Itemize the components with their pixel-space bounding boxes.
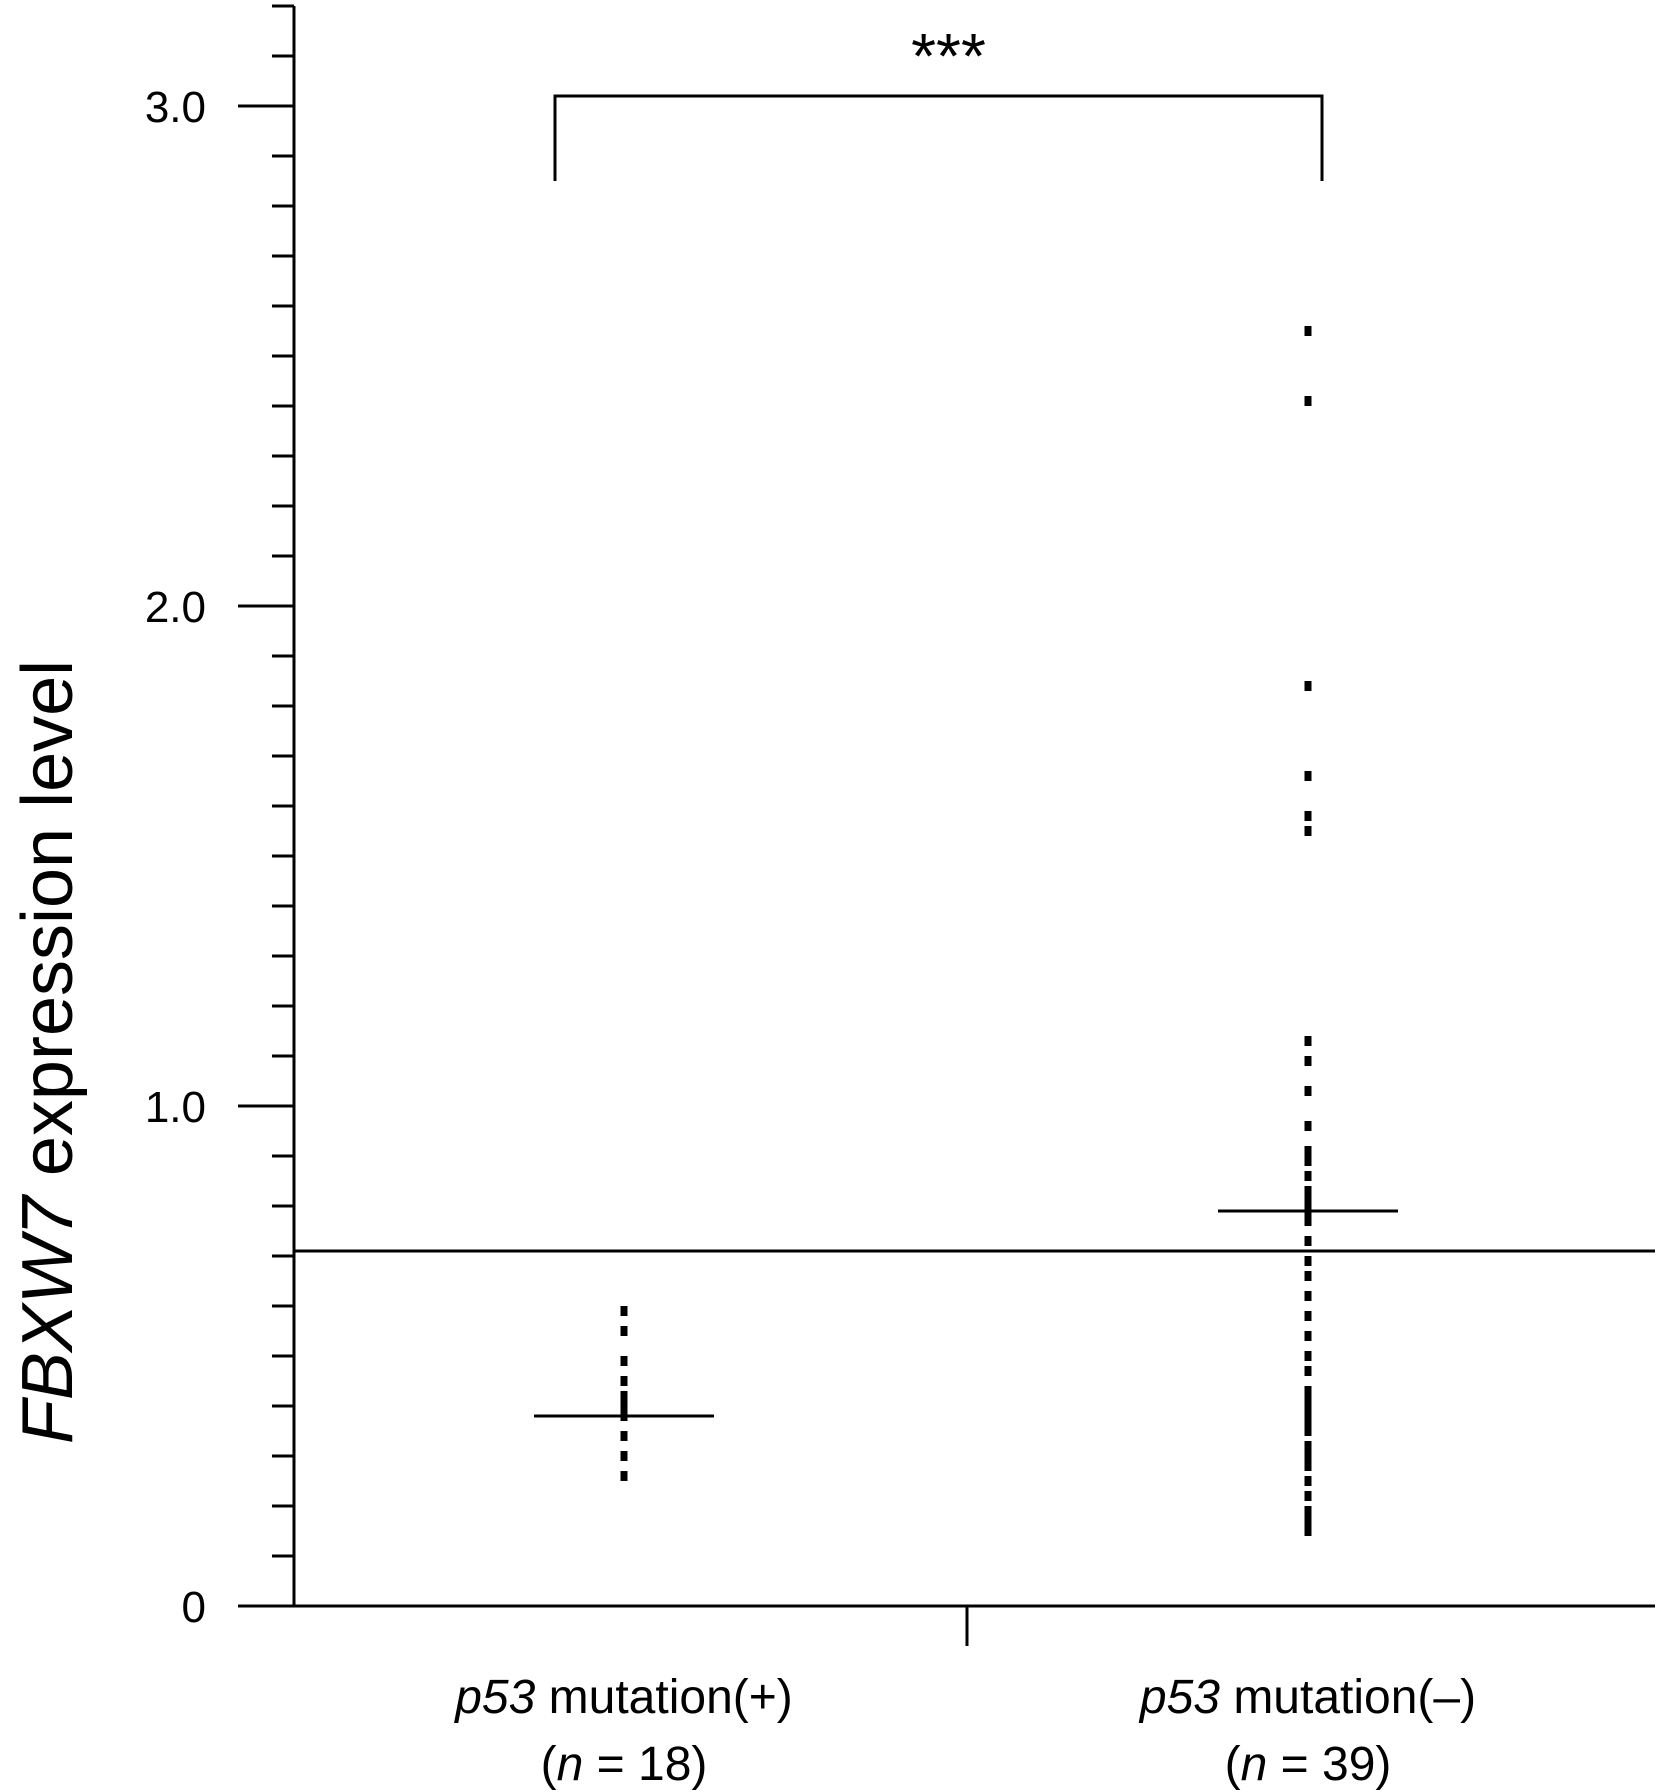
category-n-text: = 39) — [1267, 1738, 1391, 1791]
data-point — [1304, 1526, 1312, 1536]
data-point — [1304, 1236, 1312, 1246]
data-point — [1304, 1271, 1312, 1281]
data-point — [1304, 826, 1312, 836]
category-n-prefix: ( — [541, 1738, 557, 1791]
data-point — [620, 1391, 628, 1401]
data-point — [620, 1326, 628, 1336]
data-point — [1304, 1036, 1312, 1046]
y-axis-ticks: 0 1.0 2.0 3.0 — [145, 4, 294, 1632]
category-label-text: mutation(+) — [535, 1671, 792, 1724]
data-point — [1304, 1121, 1312, 1131]
category-n-italic: n — [1241, 1738, 1268, 1791]
y-axis-label: FBXW7 expression level — [8, 660, 88, 1444]
data-points — [620, 326, 1312, 1536]
data-point — [1304, 1366, 1312, 1376]
data-point — [1304, 326, 1312, 336]
y-tick-label: 2.0 — [145, 583, 206, 632]
significance-bracket-line — [553, 94, 1324, 181]
category-label-italic: p53 — [1138, 1671, 1220, 1724]
y-tick-label: 3.0 — [145, 83, 206, 132]
data-point — [620, 1431, 628, 1441]
data-point — [1304, 1476, 1312, 1486]
data-point — [620, 1451, 628, 1461]
data-point — [620, 1376, 628, 1386]
data-point — [1304, 1156, 1312, 1166]
data-point — [1304, 1516, 1312, 1526]
data-point — [1304, 1451, 1312, 1461]
data-point — [1304, 1196, 1312, 1206]
x-axis-categories: p53 mutation(+)(n = 18)p53 mutation(–)(n… — [453, 1671, 1476, 1791]
data-point — [1304, 1331, 1312, 1341]
data-point — [1304, 1256, 1312, 1266]
y-tick-label: 0 — [182, 1583, 206, 1632]
category-n-label: (n = 39) — [1225, 1738, 1392, 1791]
data-point — [1304, 811, 1312, 821]
y-tick-label: 1.0 — [145, 1083, 206, 1132]
data-point — [1304, 1506, 1312, 1516]
data-point — [1304, 1146, 1312, 1156]
data-point — [1304, 1311, 1312, 1321]
data-point — [1304, 771, 1312, 781]
data-point — [1304, 1461, 1312, 1471]
y-axis-label-rest: expression level — [8, 660, 88, 1196]
data-point — [1304, 1086, 1312, 1096]
data-point — [620, 1471, 628, 1481]
data-point — [620, 1356, 628, 1366]
data-point — [1304, 1426, 1312, 1436]
data-point — [1304, 1441, 1312, 1451]
data-point — [1304, 396, 1312, 406]
data-point — [1304, 1411, 1312, 1421]
category-label: p53 mutation(–) — [1138, 1671, 1476, 1724]
category-label-italic: p53 — [453, 1671, 535, 1724]
data-point — [1304, 1491, 1312, 1501]
significance-label: *** — [911, 20, 986, 92]
y-axis-label-italic: FBXW7 — [8, 1193, 88, 1444]
category-label-text: mutation(–) — [1220, 1671, 1476, 1724]
data-point — [1304, 681, 1312, 691]
data-point — [1304, 1291, 1312, 1301]
data-point — [1304, 1171, 1312, 1181]
data-point — [1304, 1386, 1312, 1396]
data-point — [1304, 1216, 1312, 1226]
data-point — [1304, 1056, 1312, 1066]
data-point — [620, 1306, 628, 1316]
category-label: p53 mutation(+) — [453, 1671, 793, 1724]
mean-lines — [534, 1209, 1398, 1418]
data-point — [1304, 1401, 1312, 1411]
category-n-text: = 18) — [583, 1738, 707, 1791]
category-n-label: (n = 18) — [541, 1738, 708, 1791]
data-point — [1304, 1186, 1312, 1196]
category-n-prefix: ( — [1225, 1738, 1241, 1791]
axes — [292, 6, 1655, 1646]
data-point — [620, 1401, 628, 1411]
data-point — [1304, 1351, 1312, 1361]
significance-bracket: *** — [553, 20, 1324, 181]
category-n-italic: n — [557, 1738, 584, 1791]
